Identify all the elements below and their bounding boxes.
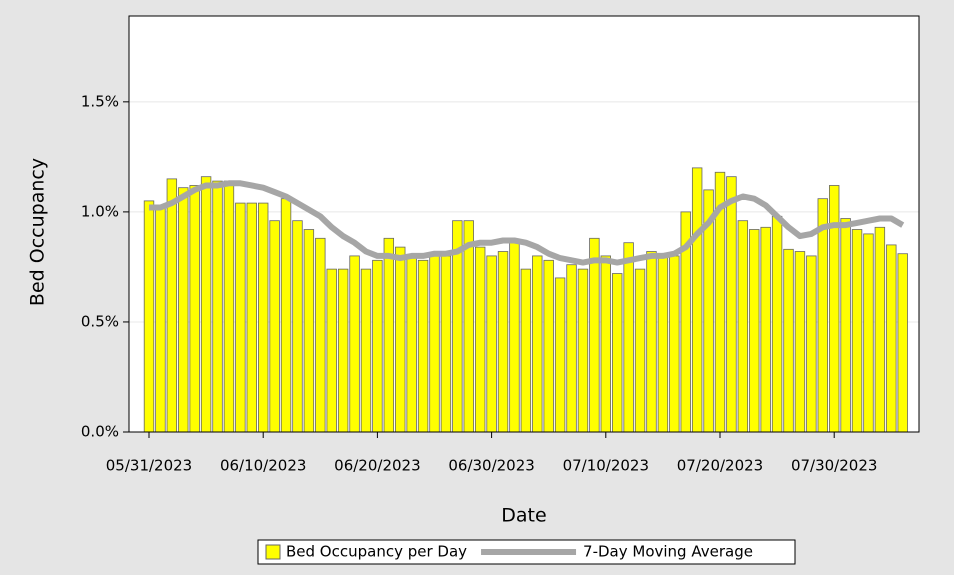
bar: [463, 220, 474, 433]
bar: [897, 253, 908, 433]
bar: [863, 233, 874, 433]
bar: [646, 251, 657, 433]
bar: [143, 200, 155, 433]
bar: [360, 268, 372, 433]
x-tick-label: 06/10/2023: [220, 457, 306, 475]
bar: [189, 185, 200, 433]
x-tick-label: 05/31/2023: [106, 457, 192, 475]
bar: [246, 202, 257, 433]
bar: [349, 255, 360, 433]
bar: [269, 220, 280, 433]
x-tick-label: 06/30/2023: [448, 457, 534, 475]
bar: [794, 251, 806, 433]
bar: [486, 255, 497, 433]
bar: [235, 202, 246, 433]
bar: [817, 198, 828, 433]
bar: [257, 202, 269, 433]
bar: [303, 229, 315, 433]
y-tick-label: 0.0%: [81, 423, 119, 441]
bar: [532, 255, 543, 433]
bar: [474, 246, 486, 433]
bar: [326, 268, 337, 433]
bar: [612, 273, 623, 433]
bar: [509, 242, 520, 433]
bar: [806, 255, 817, 433]
bar: [737, 220, 749, 433]
bar: [315, 237, 326, 433]
bar: [634, 268, 646, 433]
y-tick-label: 1.5%: [81, 92, 119, 110]
bar: [166, 178, 178, 433]
bar: [623, 242, 634, 433]
bar: [771, 215, 783, 433]
bar: [292, 220, 303, 433]
bar: [760, 226, 771, 433]
bar: [783, 248, 794, 433]
x-tick-label: 06/20/2023: [334, 457, 420, 475]
legend-label: 7-Day Moving Average: [583, 543, 753, 561]
bar: [429, 255, 440, 433]
bar: [669, 255, 680, 433]
bar: [749, 229, 760, 433]
bar: [178, 187, 189, 433]
bar: [395, 246, 406, 433]
legend-label: Bed Occupancy per Day: [286, 543, 467, 561]
bar: [212, 180, 223, 433]
bar: [577, 268, 589, 433]
bar: [280, 198, 292, 433]
bar: [440, 255, 452, 433]
bar: [589, 237, 600, 433]
bar: [200, 176, 212, 433]
x-tick-label: 07/10/2023: [563, 457, 649, 475]
x-tick-label: 07/30/2023: [791, 457, 877, 475]
bar: [886, 244, 897, 433]
x-tick-label: 07/20/2023: [677, 457, 763, 475]
bar: [600, 255, 612, 433]
bar: [851, 229, 863, 433]
bar: [497, 251, 509, 433]
bar: [406, 255, 417, 433]
bar: [223, 180, 235, 433]
bar: [691, 167, 703, 433]
y-axis-label: Bed Occupancy: [27, 158, 49, 306]
bar: [520, 268, 532, 433]
bar: [566, 264, 577, 433]
moving-average-line: [149, 180, 905, 266]
bar: [874, 226, 886, 433]
plot-frame: [128, 15, 920, 433]
bar: [337, 268, 349, 433]
bar: [372, 259, 383, 433]
bar: [726, 176, 737, 433]
y-tick-label: 1.0%: [81, 202, 119, 220]
bar: [554, 277, 566, 433]
bar: [657, 255, 669, 433]
bar: [155, 207, 166, 433]
x-axis-label: Date: [501, 505, 546, 527]
bar: [840, 218, 851, 433]
bar: [383, 237, 395, 433]
bar: [417, 259, 429, 433]
legend-swatch: [265, 544, 281, 560]
bar: [543, 259, 554, 433]
y-tick-label: 0.5%: [81, 312, 119, 330]
